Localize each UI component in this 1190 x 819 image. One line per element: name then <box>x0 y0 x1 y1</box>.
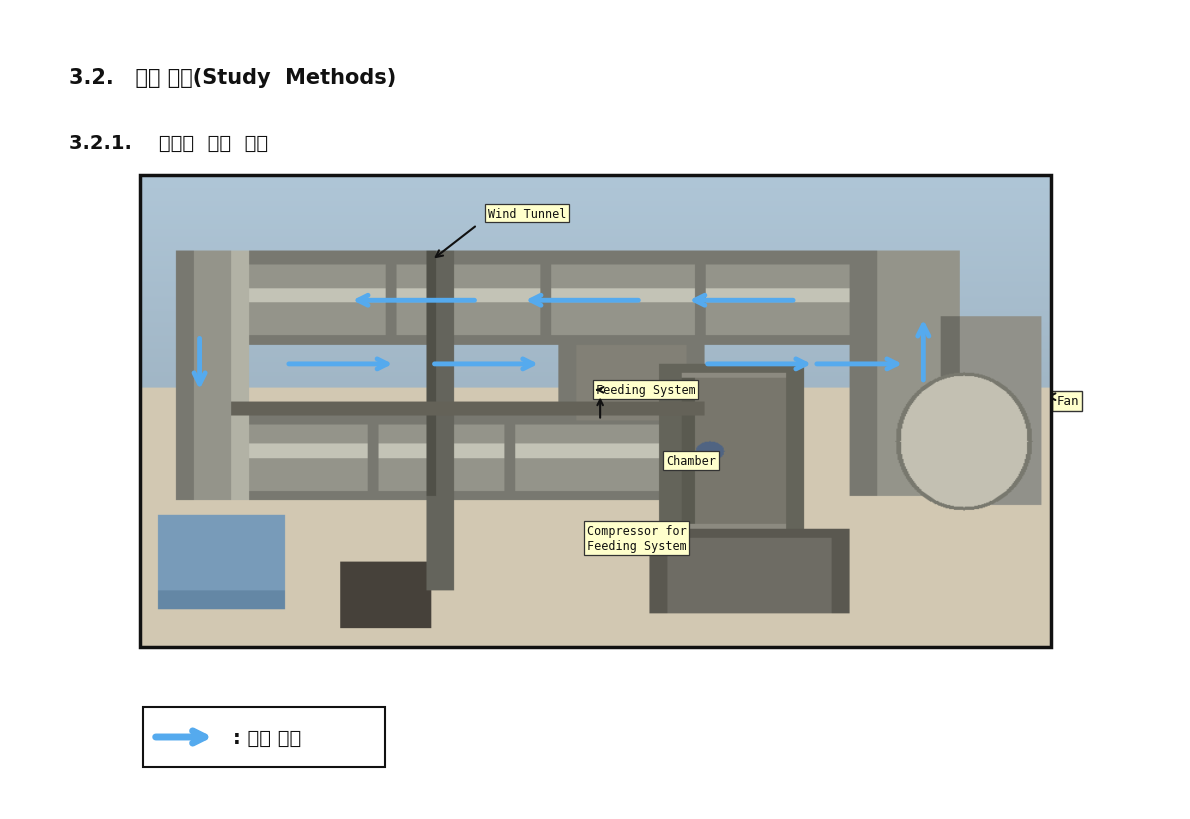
Text: Compressor for
Feeding System: Compressor for Feeding System <box>587 525 687 553</box>
Text: Chamber: Chamber <box>666 455 716 468</box>
Text: Feeding System: Feeding System <box>596 384 695 397</box>
Text: 3.2.   연구 방법(Study  Methods): 3.2. 연구 방법(Study Methods) <box>69 68 396 88</box>
Text: Wind Tunnel: Wind Tunnel <box>488 207 566 220</box>
Text: Fan: Fan <box>1057 395 1078 408</box>
Text: : 공기 흐름: : 공기 흐름 <box>233 727 301 747</box>
FancyBboxPatch shape <box>143 708 386 767</box>
Text: 3.2.1.    챔버의  유속  측정: 3.2.1. 챔버의 유속 측정 <box>69 133 268 153</box>
